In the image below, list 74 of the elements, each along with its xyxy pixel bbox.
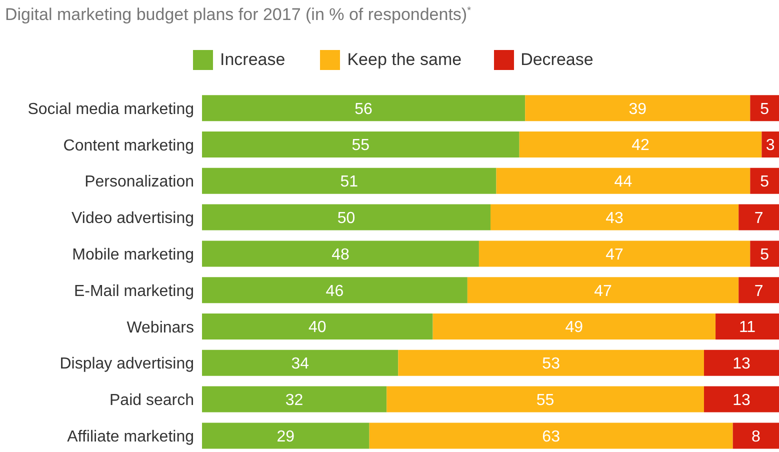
data-label: 34 bbox=[291, 356, 310, 373]
bar bbox=[716, 313, 779, 340]
y-tick-label: E-Mail marketing bbox=[74, 282, 194, 300]
data-label: 3 bbox=[766, 137, 775, 154]
y-tick-label: Display advertising bbox=[60, 356, 194, 373]
data-label: 13 bbox=[732, 392, 750, 409]
bar bbox=[750, 240, 779, 267]
legend-label: Keep the same bbox=[347, 50, 462, 70]
bar bbox=[738, 204, 779, 230]
bar bbox=[202, 240, 479, 267]
data-label: 46 bbox=[326, 282, 344, 300]
bar bbox=[738, 277, 779, 304]
data-label: 39 bbox=[628, 100, 647, 118]
bar bbox=[525, 95, 750, 122]
bar bbox=[704, 350, 779, 376]
data-label: 51 bbox=[340, 174, 358, 191]
data-label: 32 bbox=[285, 392, 304, 409]
data-label: 5 bbox=[760, 246, 770, 264]
data-label: 13 bbox=[732, 356, 750, 373]
y-tick-label: Social media marketing bbox=[28, 100, 194, 118]
bar bbox=[202, 277, 468, 304]
data-label: 43 bbox=[606, 210, 624, 227]
bar bbox=[750, 95, 779, 122]
bar bbox=[732, 422, 779, 449]
data-label: 50 bbox=[337, 210, 356, 227]
data-label: 49 bbox=[565, 319, 584, 336]
data-label: 42 bbox=[632, 137, 650, 154]
legend-label: Increase bbox=[220, 50, 286, 70]
y-tick-label: Paid search bbox=[110, 392, 194, 410]
data-label: 63 bbox=[542, 428, 560, 446]
bar bbox=[432, 313, 716, 340]
bar bbox=[202, 168, 496, 194]
bar bbox=[519, 131, 762, 158]
y-tick-label: Mobile marketing bbox=[72, 246, 194, 264]
bar bbox=[386, 386, 704, 412]
data-label: 29 bbox=[276, 428, 295, 446]
bar bbox=[202, 131, 520, 158]
data-label: 40 bbox=[308, 319, 326, 336]
bar bbox=[202, 204, 490, 230]
y-tick-label: Video advertising bbox=[72, 210, 194, 228]
y-tick-label: Webinars bbox=[126, 319, 194, 336]
bar bbox=[704, 386, 779, 412]
data-label: 5 bbox=[760, 100, 770, 118]
data-label: 48 bbox=[332, 246, 350, 264]
bar bbox=[202, 422, 370, 449]
data-label: 53 bbox=[542, 356, 560, 373]
bar bbox=[762, 131, 779, 158]
bar bbox=[202, 95, 526, 122]
data-label: 47 bbox=[606, 246, 624, 264]
bar bbox=[202, 386, 387, 412]
data-label: 5 bbox=[760, 174, 770, 191]
data-label: 11 bbox=[738, 319, 756, 336]
y-tick-label: Affiliate marketing bbox=[67, 428, 194, 446]
data-label: 56 bbox=[354, 100, 373, 118]
bar bbox=[202, 350, 398, 376]
bar bbox=[467, 277, 739, 304]
data-label: 7 bbox=[754, 282, 764, 300]
data-label: 8 bbox=[751, 428, 760, 446]
y-tick-label: Personalization bbox=[84, 174, 194, 191]
data-label: 44 bbox=[614, 174, 632, 191]
bar bbox=[490, 204, 739, 230]
bar bbox=[478, 240, 750, 267]
bar bbox=[398, 350, 704, 376]
bar bbox=[369, 422, 733, 449]
y-tick-label: Content marketing bbox=[63, 137, 194, 154]
chart-title: Digital marketing budget plans for 2017 (in % of respondents)$^{*}$ bbox=[5, 5, 472, 24]
legend-label: Decrease bbox=[520, 50, 594, 70]
data-label: 47 bbox=[594, 282, 612, 300]
bar bbox=[496, 168, 750, 194]
data-label: 55 bbox=[352, 137, 370, 154]
bar bbox=[202, 313, 433, 340]
data-label: 7 bbox=[754, 210, 764, 227]
data-label: 55 bbox=[536, 392, 554, 409]
bar bbox=[750, 168, 779, 194]
